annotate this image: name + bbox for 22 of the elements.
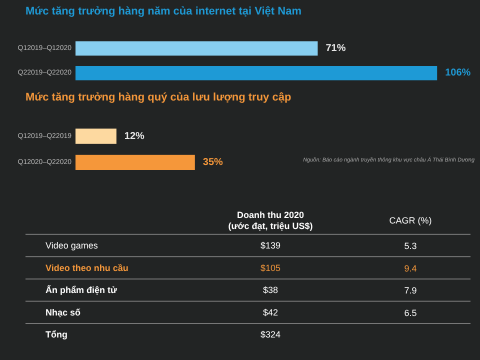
chart-title: Mức tăng trưởng hàng năm của internet tại Việt Nam [26,6,302,18]
category-label: Ấn phẩm điện tử [46,284,118,296]
data-label: 9.4 [404,263,417,274]
data-label: 12% [124,130,145,142]
category-label: Video games [46,240,98,250]
data-label: $38 [262,285,278,296]
category-label: Nhạc số [46,307,82,318]
data-label: 6.5 [404,308,417,318]
data-label: 106% [445,68,471,79]
data-label: $139 [260,240,281,250]
data-label: 71% [326,42,346,54]
category-label: Tổng [46,330,68,340]
data-label: 5.3 [404,241,417,251]
category-label: Video theo nhu cầu [46,262,128,273]
data-label: $105 [260,262,281,273]
text: CAGR (%) [389,216,432,226]
data-label: 7.9 [404,286,417,296]
chart-title: Mức tăng trưởng hàng quý của lưu lượng truy cập [26,91,292,104]
text: Doanh thu 2020 (ước đạt, triệu US$) [228,210,313,231]
data-label: 35% [202,156,224,168]
data-label: $324 [260,330,281,340]
data-label: $42 [262,307,278,318]
